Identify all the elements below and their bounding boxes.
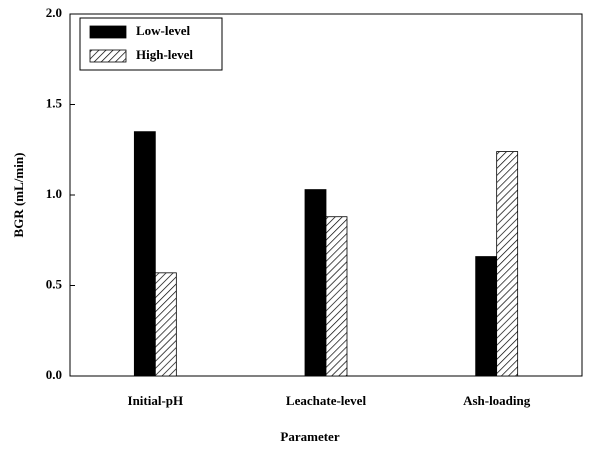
y-tick-label: 0.0 <box>46 367 62 382</box>
bar <box>325 216 348 377</box>
bar <box>304 189 327 377</box>
y-tick-label: 1.0 <box>46 186 62 201</box>
y-tick-label: 0.5 <box>46 276 63 291</box>
legend-swatch <box>89 49 127 63</box>
legend-swatch <box>89 25 127 39</box>
legend-label: High-level <box>136 47 193 62</box>
y-tick-label: 1.5 <box>46 95 63 110</box>
x-tick-label: Initial-pH <box>128 393 184 408</box>
y-tick-label: 2.0 <box>46 5 62 20</box>
bar <box>496 151 519 377</box>
x-tick-label: Ash-loading <box>463 393 531 408</box>
x-axis-label: Parameter <box>280 429 339 444</box>
bar <box>154 272 177 377</box>
y-axis-label: BGR (mL/min) <box>11 153 26 238</box>
x-tick-label: Leachate-level <box>286 393 367 408</box>
bar <box>475 256 498 377</box>
legend-label: Low-level <box>136 23 191 38</box>
bar <box>133 131 156 377</box>
